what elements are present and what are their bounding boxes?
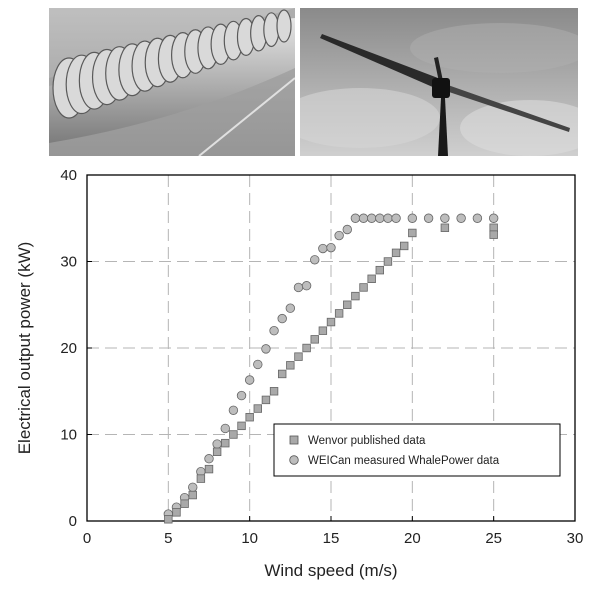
wenvor-point: [180, 499, 189, 508]
wenvor-point: [367, 274, 376, 283]
wenvor-point: [489, 223, 498, 232]
weican-point: [293, 282, 304, 293]
weican-point: [423, 213, 434, 223]
weican-point: [358, 213, 369, 223]
axis-ticks: 0 5 10 15 20 25 30 0 10 20 30 40: [60, 167, 583, 547]
weican-point: [188, 482, 198, 492]
y-tick-label: 30: [60, 254, 77, 271]
weican-point: [253, 359, 263, 370]
wenvor-point: [343, 300, 352, 309]
wenvor-point: [221, 438, 230, 448]
wenvor-point: [261, 395, 271, 405]
weican-point: [488, 213, 499, 223]
x-tick-label: 30: [567, 530, 584, 547]
weican-point: [456, 213, 466, 223]
wenvor-point: [286, 361, 295, 370]
weican-point: [440, 213, 450, 223]
wenvor-point: [440, 223, 450, 232]
tubercle-blade-photo: [49, 8, 295, 156]
x-tick-label: 10: [241, 530, 258, 547]
y-tick-label: 0: [69, 513, 77, 530]
wenvor-point: [359, 283, 368, 292]
weican-point: [383, 213, 393, 223]
weican-point: [285, 303, 296, 313]
x-tick-label: 0: [83, 530, 91, 547]
wenvor-point: [229, 430, 238, 439]
legend-marker-wenvor: [289, 435, 299, 445]
wenvor-point: [277, 369, 287, 379]
weican-point: [318, 243, 328, 254]
weican-point: [472, 213, 483, 223]
wind-turbine-photo: [300, 8, 578, 156]
x-tick-label: 20: [404, 530, 421, 547]
x-tick-label: 25: [485, 530, 502, 547]
wenvor-point: [212, 447, 222, 456]
weican-point: [236, 390, 247, 401]
legend-marker-weican: [289, 455, 299, 465]
wenvor-point: [172, 508, 181, 517]
wenvor-point: [399, 241, 409, 251]
y-tick-label: 40: [60, 167, 77, 184]
wenvor-point: [334, 309, 344, 318]
weican-point: [244, 375, 255, 385]
weican-point: [407, 213, 418, 223]
wenvor-point: [294, 352, 303, 361]
weican-point: [350, 213, 361, 223]
weican-point: [342, 224, 352, 235]
legend-label-wenvor: Wenvor published data: [308, 435, 426, 447]
weican-point: [375, 213, 385, 223]
y-axis-label: Electrical output power (kW): [15, 242, 34, 455]
wenvor-point: [351, 291, 360, 301]
wenvor-point: [237, 421, 246, 431]
wenvor-point: [245, 412, 254, 422]
weican-point: [277, 313, 287, 324]
wenvor-point: [408, 228, 417, 238]
weican-point: [391, 213, 401, 223]
wenvor-point: [391, 248, 401, 258]
legend-box: [273, 423, 561, 477]
legend-label-weican: WEICan measured WhalePower data: [308, 455, 500, 467]
wenvor-point: [196, 474, 206, 483]
y-tick-label: 10: [60, 427, 77, 444]
x-axis-label: Wind speed (m/s): [264, 561, 397, 580]
legend: Wenvor published data WEICan measured Wh…: [273, 423, 561, 477]
power-curve-chart: 0 5 10 15 20 25 30 0 10 20 30 40 Wind speed (m/s) E…: [15, 167, 583, 580]
wenvor-point: [269, 387, 279, 396]
wenvor-point: [318, 326, 328, 335]
wenvor-point: [375, 265, 384, 275]
wenvor-point: [188, 490, 197, 500]
x-tick-label: 5: [164, 530, 172, 547]
wenvor-point: [383, 257, 393, 266]
weican-point: [366, 213, 377, 223]
weican-point: [334, 230, 344, 241]
wenvor-point: [302, 343, 311, 353]
weican-point: [220, 423, 230, 434]
weican-point: [228, 405, 239, 415]
wenvor-point: [310, 335, 319, 344]
wenvor-point: [253, 404, 262, 413]
weican-point: [212, 439, 222, 449]
weican-point: [204, 454, 214, 464]
y-tick-label: 20: [60, 340, 77, 357]
weican-point: [261, 344, 271, 354]
wenvor-point: [164, 515, 173, 524]
x-tick-label: 15: [323, 530, 340, 547]
weican-point: [269, 325, 279, 336]
data-marks: [163, 213, 499, 524]
weican-point: [310, 255, 320, 265]
wenvor-point: [489, 230, 498, 239]
weican-point: [301, 281, 312, 291]
wenvor-point: [326, 317, 336, 327]
wenvor-point: [204, 464, 214, 474]
tubercle-bump: [276, 9, 292, 43]
weican-point: [326, 242, 336, 253]
